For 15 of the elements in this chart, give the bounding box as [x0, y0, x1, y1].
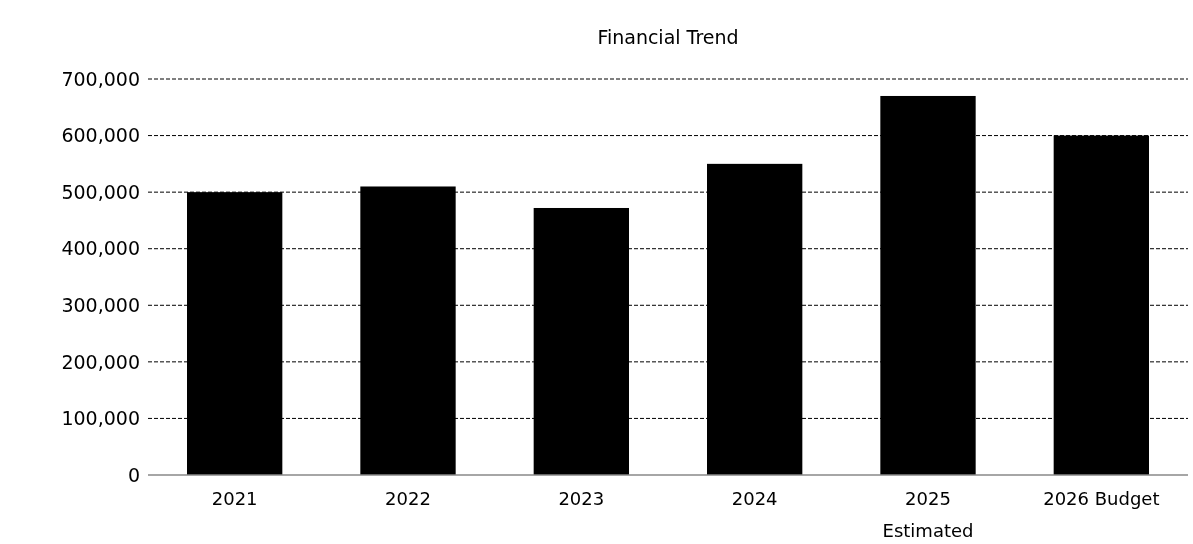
- x-tick-label: 2026 Budget: [1043, 488, 1160, 509]
- chart-title: Financial Trend: [597, 26, 739, 48]
- y-tick-label: 700,000: [61, 67, 140, 90]
- x-tick-label: 2025 Estimated: [882, 488, 974, 541]
- y-tick-label: 0: [127, 463, 140, 486]
- x-tick-label: 2024: [731, 488, 778, 509]
- x-tick-label: 2023: [558, 488, 605, 509]
- y-tick-label: 600,000: [61, 124, 140, 147]
- y-tick-label: 500,000: [61, 180, 140, 203]
- y-tick-label: 300,000: [61, 293, 140, 316]
- y-tick-label: 400,000: [61, 237, 140, 260]
- x-tick-label: 2021: [211, 488, 258, 509]
- y-tick-label: 200,000: [61, 350, 140, 373]
- y-tick-label: 100,000: [61, 407, 140, 430]
- x-tick-label: 2022: [385, 488, 431, 509]
